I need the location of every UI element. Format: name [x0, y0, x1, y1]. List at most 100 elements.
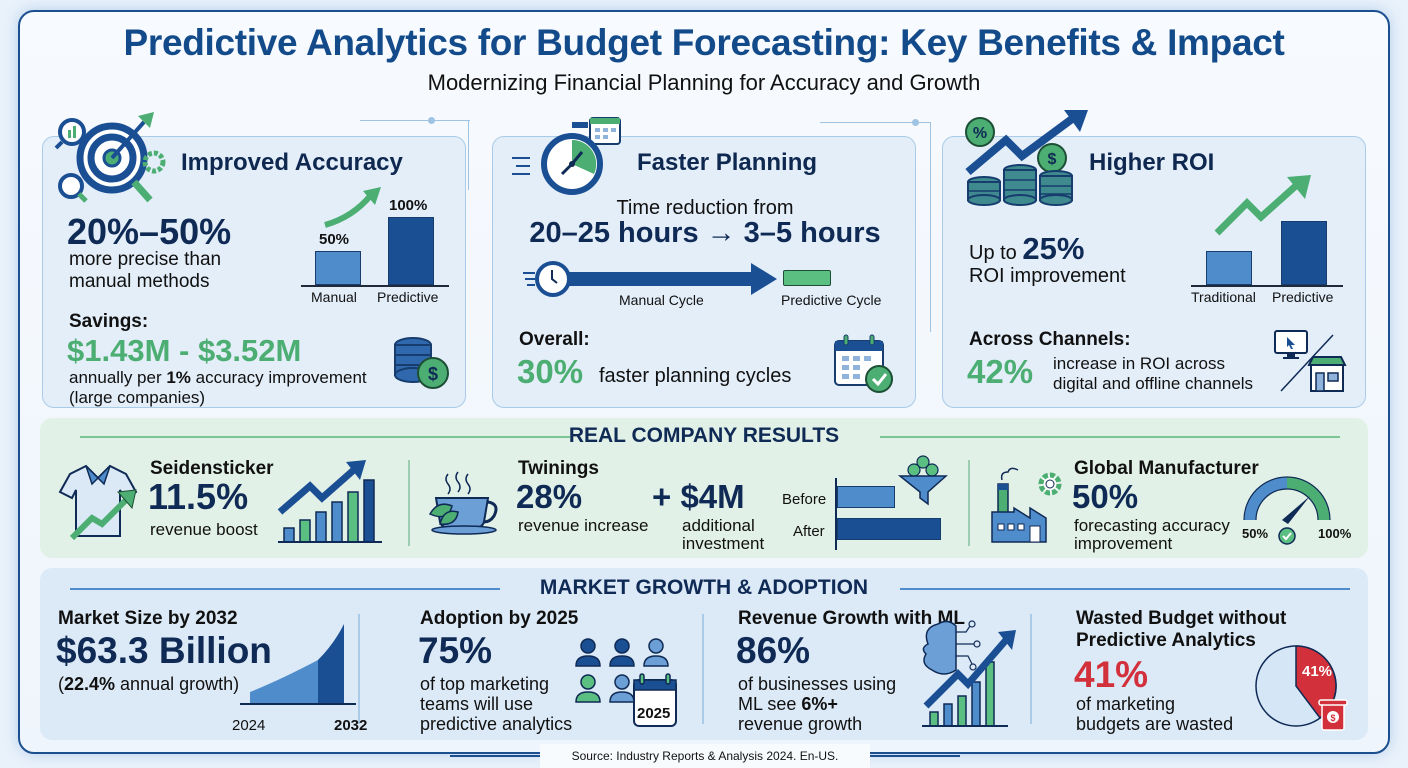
- divider: [358, 614, 360, 724]
- roi-upto-desc: ROI improvement: [969, 265, 1126, 287]
- market-size-title: Market Size by 2032: [58, 608, 238, 629]
- overall-value: 30%: [517, 353, 584, 390]
- section-rule-left: [80, 436, 570, 438]
- wasted-desc-2: budgets are wasted: [1076, 714, 1234, 734]
- section-rule-left: [70, 588, 500, 590]
- team-users-icon: [575, 638, 677, 727]
- divider: [702, 614, 704, 724]
- company-value: 28%: [516, 478, 583, 515]
- desc-bold: 22.4%: [64, 674, 116, 694]
- savings-label: Savings:: [69, 311, 149, 332]
- connector-line: [820, 122, 930, 123]
- bar-manual: [315, 251, 361, 285]
- before-label: Before: [782, 491, 827, 508]
- card-higher-roi: Higher ROI Up to 25% ROI improvement Tra…: [942, 136, 1366, 408]
- funnel-coins-icon: [897, 455, 948, 506]
- bar-traditional: [1206, 251, 1252, 285]
- stopwatch-icon: [512, 117, 621, 195]
- bar-predictive: [1281, 221, 1327, 285]
- savings-desc-2: (large companies): [69, 388, 206, 407]
- wasted-title-1: Wasted Budget without: [1076, 608, 1287, 629]
- company-name: Global Manufacturer: [1074, 458, 1259, 479]
- channels-desc-2: digital and offline channels: [1053, 374, 1254, 393]
- coins-dollar-icon: $: [394, 337, 449, 389]
- card-title: Faster Planning: [637, 149, 818, 176]
- ml-growth-desc-1: of businesses using: [738, 674, 897, 694]
- connector-dot: [428, 117, 435, 124]
- adoption-desc-3: predictive analytics: [420, 714, 573, 734]
- adoption-value: 75%: [418, 630, 493, 671]
- company-name: Twinings: [518, 458, 599, 479]
- overall-desc: faster planning cycles: [599, 365, 792, 387]
- wasted-value: 41%: [1074, 654, 1149, 695]
- connector-line: [930, 122, 931, 332]
- before-after-axis: [835, 478, 837, 550]
- after-label: After: [793, 523, 825, 540]
- footer-rule-right: [870, 755, 960, 757]
- company-desc: revenue increase: [518, 516, 649, 535]
- savings-desc: annually per 1% accuracy improvement: [69, 367, 367, 389]
- bar-predictive: [388, 217, 434, 285]
- card-title: Improved Accuracy: [181, 149, 403, 176]
- digital-offline-icon: [1274, 330, 1347, 392]
- footer-rule-left: [450, 755, 540, 757]
- svg-text:$: $: [1048, 151, 1057, 168]
- bar-label-manual: Manual: [311, 289, 357, 305]
- bar-before: [837, 486, 895, 508]
- bar-label-predictive: Predictive: [377, 289, 439, 305]
- overall-label: Overall:: [519, 329, 590, 350]
- predictive-cycle-bar: [783, 270, 831, 286]
- gauge-max-label: 100%: [1318, 526, 1352, 541]
- shirt-growth-icon: [58, 464, 138, 541]
- connector-line: [360, 120, 470, 121]
- divider: [1030, 614, 1032, 724]
- section-rule-right: [900, 588, 1350, 590]
- real-company-results-section: REAL COMPANY RESULTS Seidensticker 11.5%…: [40, 418, 1368, 558]
- ml-growth-value: 86%: [736, 630, 811, 671]
- bar-after: [837, 518, 941, 540]
- bar-value-predictive: 100%: [389, 197, 428, 214]
- page-title: Predictive Analytics for Budget Forecast…: [123, 22, 1285, 63]
- savings-desc-bold: 1%: [166, 368, 191, 387]
- gauge-min-label: 50%: [1242, 526, 1269, 541]
- channels-value: 42%: [967, 353, 1034, 390]
- desc-pre: ML see: [738, 694, 802, 714]
- market-size-desc: (22.4% annual growth): [58, 674, 239, 694]
- bar-label-predictive: Predictive: [1272, 289, 1334, 305]
- svg-text:%: %: [973, 125, 987, 142]
- divider: [408, 460, 410, 546]
- adoption-desc-2: teams will use: [420, 694, 534, 714]
- zigzag-growth-arrow-icon: [1214, 175, 1311, 236]
- coins-growth-icon: % $: [965, 110, 1088, 206]
- market-growth-area-chart: [240, 624, 356, 705]
- roi-upto-prefix: Up to: [969, 242, 1017, 264]
- teacup-icon: [428, 471, 498, 535]
- ml-growth-desc-2: ML see 6%+: [738, 694, 838, 714]
- chart-axis: [1191, 285, 1343, 287]
- company-desc-2: improvement: [1074, 534, 1173, 553]
- svg-text:$: $: [1330, 713, 1335, 723]
- manual-cycle-arrow-icon: [523, 261, 777, 297]
- brain-chart-icon: [922, 620, 1016, 727]
- company-extra-desc-2: investment: [682, 534, 765, 553]
- savings-desc-pre: annually per: [69, 368, 167, 387]
- accuracy-desc-1: more precise than: [69, 249, 222, 270]
- growth-arrow-icon: [324, 187, 381, 228]
- section-rule-right: [880, 436, 1340, 438]
- company-desc: revenue boost: [150, 520, 258, 539]
- roi-upto-value: 25%: [1022, 231, 1085, 266]
- connector-line: [468, 120, 469, 190]
- section-title: MARKET GROWTH & ADOPTION: [539, 576, 869, 599]
- connector-dot: [912, 119, 919, 126]
- predictive-cycle-label: Predictive Cycle: [781, 292, 882, 308]
- roi-upto: Up to 25%: [969, 231, 1084, 271]
- company-name: Seidensticker: [150, 458, 274, 479]
- channels-desc-1: increase in ROI across: [1053, 354, 1225, 373]
- adoption-desc-1: of top marketing: [420, 674, 550, 694]
- adoption-title: Adoption by 2025: [420, 608, 579, 629]
- desc-bold: 6%+: [801, 694, 838, 714]
- gauge-icon: [1243, 476, 1331, 545]
- x-label-end: 2032: [334, 717, 368, 734]
- channels-label: Across Channels:: [969, 329, 1131, 350]
- page-subtitle: Modernizing Financial Planning for Accur…: [427, 70, 981, 95]
